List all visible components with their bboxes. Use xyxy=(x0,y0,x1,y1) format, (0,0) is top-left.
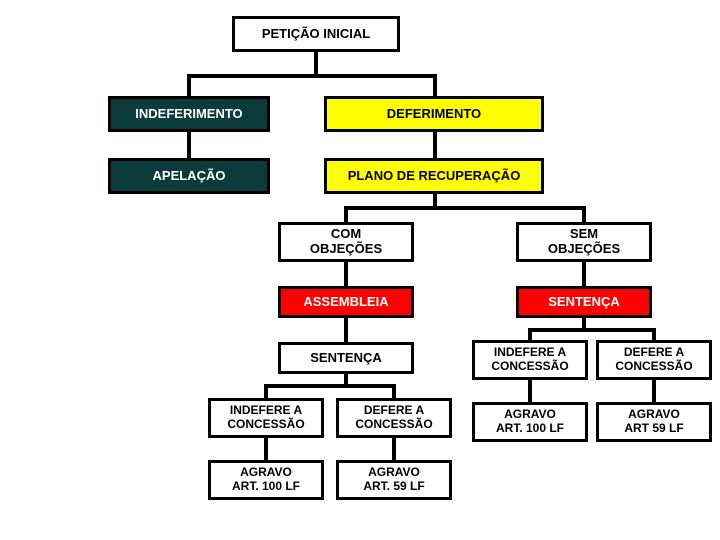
connector xyxy=(528,328,532,340)
connector xyxy=(433,132,437,158)
node-label: SENTENÇA xyxy=(310,351,382,366)
node-label: SENTENÇA xyxy=(548,295,620,310)
node-label: PETIÇÃO INICIAL xyxy=(262,27,370,42)
node-indeferimento: INDEFERIMENTO xyxy=(108,96,270,132)
node-assembleia: ASSEMBLEIA xyxy=(278,286,414,318)
node-label-line1: AGRAVO xyxy=(240,466,292,480)
node-label-line2: ART. 100 LF xyxy=(496,422,564,436)
node-sentenca-right: SENTENÇA xyxy=(516,286,652,318)
node-indefere-concessao-right: INDEFERE A CONCESSÃO xyxy=(472,340,588,380)
connector xyxy=(314,52,318,74)
connector xyxy=(582,206,586,222)
node-label-line2: CONCESSÃO xyxy=(355,418,432,432)
node-apelacao: APELAÇÃO xyxy=(108,158,270,194)
node-label: APELAÇÃO xyxy=(153,169,226,184)
node-agravo-100-right: AGRAVO ART. 100 LF xyxy=(472,402,588,442)
node-label-line2: CONCESSÃO xyxy=(491,360,568,374)
node-deferimento: DEFERIMENTO xyxy=(324,96,544,132)
connector xyxy=(344,206,348,222)
node-label-line1: AGRAVO xyxy=(504,408,556,422)
node-label-line1: AGRAVO xyxy=(368,466,420,480)
node-label-line2: ART 59 LF xyxy=(624,422,683,436)
node-plano-recuperacao: PLANO DE RECUPERAÇÃO xyxy=(324,158,544,194)
node-label-line2: CONCESSÃO xyxy=(227,418,304,432)
node-agravo-59-left: AGRAVO ART. 59 LF xyxy=(336,460,452,500)
node-label: DEFERIMENTO xyxy=(387,107,481,122)
node-label-line1: AGRAVO xyxy=(628,408,680,422)
node-label-line2: OBJEÇÕES xyxy=(310,242,382,257)
node-label-line1: DEFERE A xyxy=(364,404,424,418)
node-indefere-concessao-left: INDEFERE A CONCESSÃO xyxy=(208,398,324,438)
node-label-line2: ART. 59 LF xyxy=(363,480,424,494)
node-agravo-100-left: AGRAVO ART. 100 LF xyxy=(208,460,324,500)
node-sentenca-left: SENTENÇA xyxy=(278,342,414,374)
connector xyxy=(344,262,348,286)
node-label-line1: COM xyxy=(331,227,361,242)
node-label: PLANO DE RECUPERAÇÃO xyxy=(348,169,521,184)
node-label-line1: SEM xyxy=(570,227,598,242)
connector xyxy=(528,328,656,332)
node-label-line2: ART. 100 LF xyxy=(232,480,300,494)
node-label: ASSEMBLEIA xyxy=(303,295,388,310)
connector xyxy=(187,74,437,78)
node-label-line2: CONCESSÃO xyxy=(615,360,692,374)
node-com-objecoes: COM OBJEÇÕES xyxy=(278,222,414,262)
node-defere-concessao-left: DEFERE A CONCESSÃO xyxy=(336,398,452,438)
connector xyxy=(392,438,396,460)
node-sem-objecoes: SEM OBJEÇÕES xyxy=(516,222,652,262)
connector xyxy=(264,384,396,388)
connector xyxy=(344,318,348,342)
node-label-line1: DEFERE A xyxy=(624,346,684,360)
connector xyxy=(528,380,532,402)
connector xyxy=(264,384,268,398)
node-agravo-59-right: AGRAVO ART 59 LF xyxy=(596,402,712,442)
node-label-line2: OBJEÇÕES xyxy=(548,242,620,257)
node-label: INDEFERIMENTO xyxy=(135,107,242,122)
node-label-line1: INDEFERE A xyxy=(230,404,302,418)
node-peticao-inicial: PETIÇÃO INICIAL xyxy=(232,16,400,52)
connector xyxy=(582,262,586,286)
connector xyxy=(392,384,396,398)
connector xyxy=(187,74,191,96)
connector xyxy=(433,74,437,96)
connector xyxy=(652,380,656,402)
node-defere-concessao-right: DEFERE A CONCESSÃO xyxy=(596,340,712,380)
connector xyxy=(344,206,586,210)
connector xyxy=(187,132,191,158)
node-label-line1: INDEFERE A xyxy=(494,346,566,360)
connector xyxy=(264,438,268,460)
connector xyxy=(652,328,656,340)
